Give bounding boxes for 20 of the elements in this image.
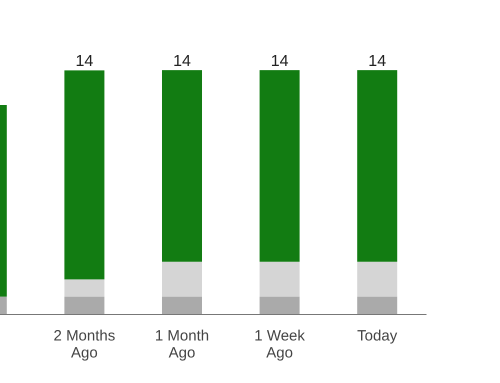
bar	[260, 262, 300, 297]
annotation: 14	[368, 53, 386, 70]
bar	[162, 296, 202, 314]
annotation: 14	[76, 53, 94, 70]
bar	[357, 70, 398, 262]
bar	[64, 296, 104, 314]
x-tick-label: 1 Week Ago	[254, 328, 306, 362]
bar	[357, 262, 398, 297]
annotation: 14	[173, 53, 191, 70]
bar	[260, 296, 300, 314]
bar	[162, 262, 202, 297]
x-tick-label: 2 Months Ago	[54, 328, 116, 362]
x-tick-label: 1 Month Ago	[154, 328, 210, 362]
bar	[64, 70, 104, 280]
annotation: 14	[270, 53, 289, 70]
bar	[260, 70, 300, 262]
bar	[357, 296, 398, 314]
x-tick-label: Today	[357, 328, 398, 344]
bar	[162, 70, 202, 262]
bar	[64, 279, 104, 297]
